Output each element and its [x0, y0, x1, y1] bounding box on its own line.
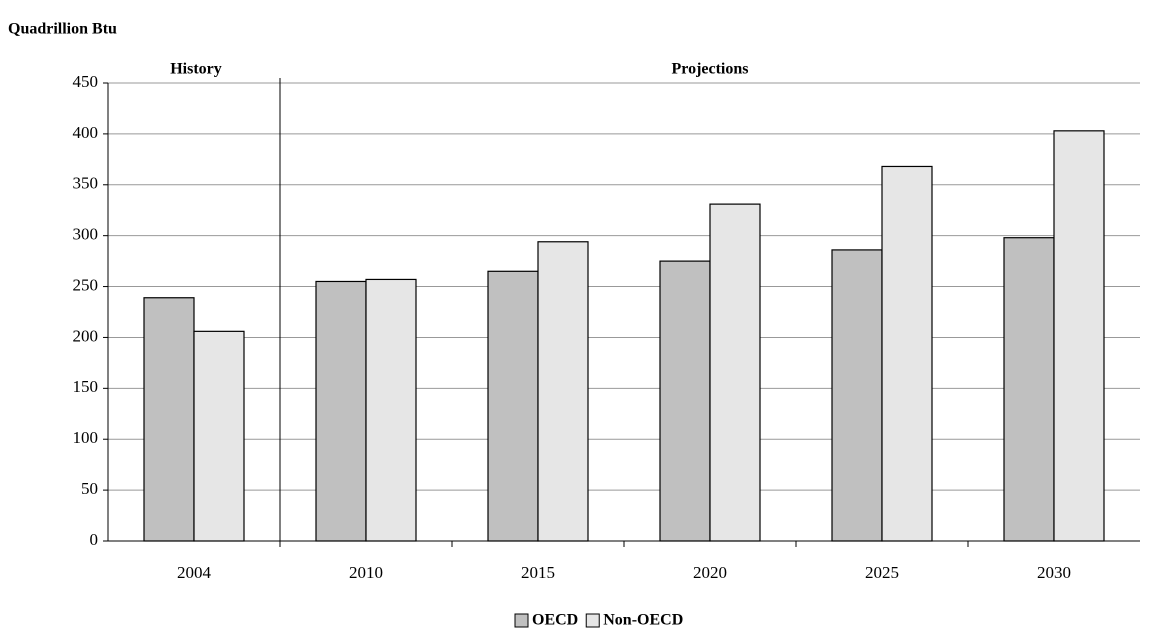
bar — [1053, 130, 1105, 542]
bar — [143, 297, 195, 542]
bar — [831, 249, 883, 542]
x-tick-label: 2030 — [1037, 563, 1071, 582]
y-tick-label: 0 — [90, 530, 99, 549]
x-tick-label: 2010 — [349, 563, 383, 582]
y-tick-label: 150 — [73, 377, 99, 396]
bar — [487, 270, 539, 542]
bar — [193, 330, 245, 542]
y-tick-label: 300 — [73, 225, 99, 244]
bar — [365, 278, 417, 542]
x-tick-label: 2020 — [693, 563, 727, 582]
bar — [537, 241, 589, 542]
bar — [1003, 237, 1055, 542]
annotation: Projections — [671, 61, 748, 78]
x-tick-label: 2025 — [865, 563, 899, 582]
x-tick-label: 2004 — [177, 563, 212, 582]
bar — [315, 280, 367, 542]
y-tick-label: 450 — [73, 72, 99, 91]
bar — [659, 260, 711, 542]
x-tick-label: 2015 — [521, 563, 555, 582]
annotation: History — [170, 61, 222, 78]
y-tick-label: 200 — [73, 326, 99, 345]
legend-label: OECD — [532, 612, 578, 629]
y-tick-label: 350 — [73, 174, 99, 193]
y-tick-label: 250 — [73, 275, 99, 294]
legend-swatch — [585, 613, 600, 628]
bar — [881, 165, 933, 542]
y-tick-label: 50 — [81, 479, 98, 498]
bar — [709, 203, 761, 542]
y-tick-label: 400 — [73, 123, 99, 142]
y-tick-label: 100 — [73, 428, 99, 447]
legend-label: Non-OECD — [603, 612, 683, 629]
legend-swatch — [514, 613, 529, 628]
y-axis-label: Quadrillion Btu — [8, 21, 117, 38]
